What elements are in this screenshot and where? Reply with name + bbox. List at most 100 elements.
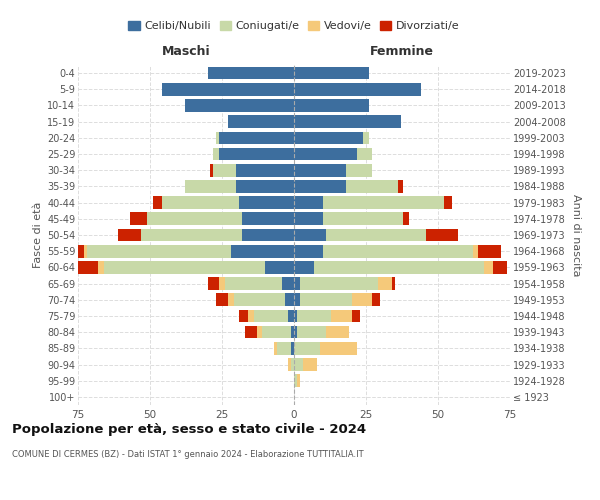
Bar: [242, 212, 294, 225]
Bar: [403, 212, 409, 225]
Bar: [104, 261, 265, 274]
Bar: [230, 245, 294, 258]
Bar: [331, 310, 352, 322]
Bar: [294, 212, 323, 225]
Bar: [288, 358, 291, 371]
Bar: [473, 245, 478, 258]
Y-axis label: Anni di nascita: Anni di nascita: [571, 194, 581, 276]
Bar: [323, 196, 444, 209]
Bar: [294, 148, 358, 160]
Bar: [185, 99, 294, 112]
Bar: [118, 228, 142, 241]
Bar: [294, 196, 323, 209]
Bar: [346, 164, 372, 176]
Bar: [236, 180, 294, 192]
Bar: [219, 132, 294, 144]
Bar: [153, 196, 161, 209]
Bar: [242, 228, 294, 241]
Bar: [211, 164, 214, 176]
Bar: [219, 278, 225, 290]
Bar: [294, 310, 297, 322]
Bar: [444, 196, 452, 209]
Bar: [84, 245, 86, 258]
Bar: [283, 278, 294, 290]
Bar: [297, 310, 331, 322]
Bar: [245, 326, 257, 338]
Bar: [294, 326, 297, 338]
Bar: [291, 358, 294, 371]
Bar: [363, 132, 369, 144]
Bar: [314, 261, 484, 274]
Bar: [98, 261, 104, 274]
Bar: [228, 294, 233, 306]
Bar: [228, 116, 294, 128]
Bar: [257, 326, 262, 338]
Bar: [78, 261, 98, 274]
Bar: [294, 180, 346, 192]
Bar: [323, 212, 403, 225]
Bar: [478, 245, 502, 258]
Y-axis label: Fasce di età: Fasce di età: [32, 202, 43, 268]
Bar: [294, 164, 346, 176]
Bar: [346, 180, 398, 192]
Bar: [265, 261, 294, 274]
Bar: [233, 294, 286, 306]
Bar: [326, 228, 427, 241]
Bar: [147, 212, 242, 225]
Bar: [484, 261, 493, 274]
Bar: [294, 374, 297, 387]
Bar: [86, 245, 230, 258]
Bar: [294, 67, 369, 80]
Bar: [274, 342, 277, 354]
Bar: [377, 278, 392, 290]
Bar: [216, 132, 219, 144]
Bar: [294, 116, 401, 128]
Bar: [392, 278, 395, 290]
Bar: [75, 245, 84, 258]
Bar: [352, 310, 360, 322]
Bar: [297, 374, 300, 387]
Bar: [130, 212, 147, 225]
Bar: [254, 310, 288, 322]
Bar: [352, 294, 372, 306]
Bar: [277, 342, 291, 354]
Legend: Celibi/Nubili, Coniugati/e, Vedovi/e, Divorziati/e: Celibi/Nubili, Coniugati/e, Vedovi/e, Di…: [124, 16, 464, 36]
Bar: [291, 326, 294, 338]
Bar: [248, 310, 254, 322]
Bar: [225, 278, 283, 290]
Bar: [208, 278, 219, 290]
Bar: [294, 228, 326, 241]
Bar: [185, 180, 236, 192]
Bar: [288, 310, 294, 322]
Bar: [294, 358, 302, 371]
Bar: [294, 278, 300, 290]
Bar: [372, 294, 380, 306]
Text: Maschi: Maschi: [161, 45, 211, 58]
Bar: [398, 180, 403, 192]
Bar: [297, 326, 326, 338]
Bar: [294, 294, 300, 306]
Bar: [214, 164, 236, 176]
Text: COMUNE DI CERMES (BZ) - Dati ISTAT 1° gennaio 2024 - Elaborazione TUTTITALIA.IT: COMUNE DI CERMES (BZ) - Dati ISTAT 1° ge…: [12, 450, 364, 459]
Bar: [161, 83, 294, 96]
Bar: [358, 148, 372, 160]
Bar: [294, 342, 320, 354]
Bar: [326, 326, 349, 338]
Bar: [300, 278, 377, 290]
Bar: [239, 196, 294, 209]
Bar: [294, 261, 314, 274]
Bar: [294, 245, 323, 258]
Bar: [208, 67, 294, 80]
Bar: [142, 228, 242, 241]
Bar: [493, 261, 507, 274]
Bar: [294, 99, 369, 112]
Bar: [294, 132, 363, 144]
Bar: [216, 294, 228, 306]
Text: Popolazione per età, sesso e stato civile - 2024: Popolazione per età, sesso e stato civil…: [12, 422, 366, 436]
Bar: [214, 148, 219, 160]
Bar: [236, 164, 294, 176]
Bar: [427, 228, 458, 241]
Bar: [161, 196, 239, 209]
Bar: [286, 294, 294, 306]
Bar: [320, 342, 358, 354]
